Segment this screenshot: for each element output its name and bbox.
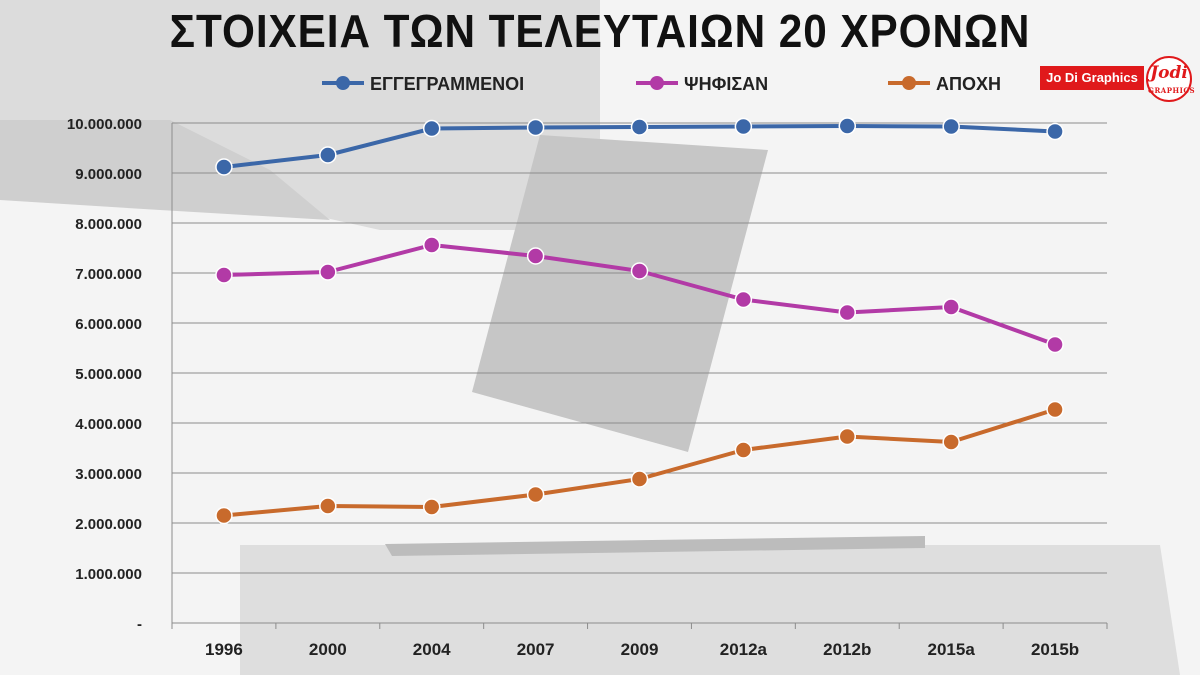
data-point <box>630 262 649 280</box>
y-tick-label: 2.000.000 <box>75 516 142 533</box>
x-tick-label: 2007 <box>517 640 555 659</box>
data-point <box>630 118 649 136</box>
y-tick-label: 7.000.000 <box>75 266 142 283</box>
data-point <box>215 266 233 284</box>
brand-logo: Jodi GRAPHICS <box>1146 56 1196 102</box>
data-point <box>526 485 545 504</box>
x-tick-label: 1996 <box>205 640 243 659</box>
y-tick-label: 4.000.000 <box>75 416 142 433</box>
data-point <box>526 118 545 137</box>
y-tick-label: 1.000.000 <box>75 566 142 583</box>
data-point <box>422 498 441 516</box>
data-point <box>422 236 441 254</box>
y-tick-label: 9.000.000 <box>75 166 142 183</box>
data-point <box>319 497 337 515</box>
y-tick-label: 6.000.000 <box>75 316 142 333</box>
data-point <box>215 158 233 176</box>
brand-badge: Jo Di Graphics <box>1040 66 1144 90</box>
legend-marker <box>336 76 350 90</box>
data-point <box>942 298 960 316</box>
x-tick-label: 2015a <box>928 640 976 659</box>
logo-text: Jodi <box>1150 63 1188 83</box>
legend-label: ΕΓΓΕΓΡΑΜΜΕΝΟΙ <box>370 74 524 94</box>
page-title: ΣΤΟΙΧΕΙΑ ΤΩΝ ΤΕΛΕΥΤΑΙΩΝ 20 ΧΡΟΝΩΝ <box>169 5 1031 57</box>
data-point <box>1046 400 1064 419</box>
data-point <box>630 470 649 488</box>
legend-label: ΨΗΦΙΣΑΝ <box>684 74 768 94</box>
data-point <box>942 433 960 451</box>
data-point <box>319 146 337 164</box>
legend-label: ΑΠΟΧΗ <box>936 74 1001 94</box>
data-point <box>734 117 753 136</box>
axes: - 1.000.000 2.000.000 3.000.000 4.000.000 5.0… <box>67 116 1108 659</box>
x-tick-label: 2012b <box>823 640 871 659</box>
legend: ΕΓΓΕΓΡΑΜΜΕΝΟΙ ΨΗΦΙΣΑΝ ΑΠΟΧΗ <box>322 74 1001 94</box>
data-point <box>319 263 337 281</box>
data-point <box>942 117 960 136</box>
legend-marker <box>650 76 664 90</box>
y-tick-label: - <box>137 616 142 633</box>
x-tick-label: 2004 <box>413 640 451 659</box>
x-tick-label: 2000 <box>309 640 347 659</box>
y-tick-label: 5.000.000 <box>75 366 142 383</box>
y-tick-label: 8.000.000 <box>75 216 142 233</box>
data-point <box>422 119 441 138</box>
x-tick-label: 2015b <box>1031 640 1079 659</box>
y-tick-label: 3.000.000 <box>75 466 142 483</box>
logo-subtext: GRAPHICS <box>1148 86 1196 95</box>
data-point <box>734 290 753 309</box>
data-point <box>838 303 857 322</box>
data-point <box>1046 335 1064 354</box>
y-tick-label: 10.000.000 <box>67 116 142 133</box>
data-point <box>838 117 857 135</box>
data-point <box>734 441 753 459</box>
data-point <box>1046 122 1064 141</box>
series-layer <box>215 117 1064 525</box>
x-tick-label: 2009 <box>621 640 659 659</box>
data-point <box>838 427 857 446</box>
data-point <box>526 247 545 265</box>
x-tick-label: 2012a <box>720 640 768 659</box>
data-point <box>215 506 233 525</box>
legend-marker <box>902 76 916 90</box>
